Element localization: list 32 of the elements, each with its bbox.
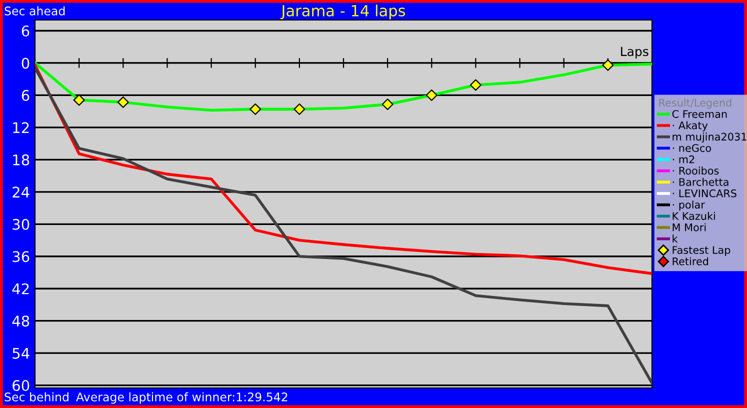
- y-tick-label: 6: [22, 25, 30, 36]
- y-tick-label: 42: [12, 283, 29, 294]
- y-tick-label: 48: [12, 316, 30, 327]
- y-tick-label: 36: [12, 251, 30, 262]
- legend-label: m mujina2031: [672, 132, 746, 143]
- chart-title: Jarama - 14 laps: [280, 4, 406, 20]
- legend-label: · Akaty: [672, 121, 708, 132]
- y-tick-label: 24: [12, 186, 30, 198]
- y-tick-label: 60: [12, 380, 30, 392]
- y-tick-label: 12: [13, 122, 29, 133]
- legend-label: · Rooibos: [672, 166, 719, 175]
- legend-label: Fastest Lap: [672, 246, 730, 256]
- legend-label: Retired: [672, 257, 708, 266]
- legend-label: M Mori: [672, 223, 706, 232]
- x-axis-title: Laps: [621, 46, 648, 59]
- y-tick-label: 6: [22, 90, 30, 101]
- text: Sec behind: [4, 392, 68, 402]
- legend-label: · Barchetta: [672, 178, 728, 186]
- y-tick-label: 0: [22, 58, 30, 69]
- y-tick-label: 54: [12, 348, 30, 359]
- legend-label: k: [672, 234, 678, 242]
- legend-label: · polar: [672, 200, 705, 211]
- legend-label: · m2: [672, 155, 694, 164]
- legend-label: K Kazuki: [672, 212, 715, 220]
- text: Average laptime of winner:1:29.542: [76, 392, 288, 404]
- y-tick-label: 30: [12, 218, 30, 230]
- text: Sec ahead: [4, 6, 65, 16]
- legend-label: · LEVINCARS: [672, 189, 736, 198]
- y-tick-label: 18: [13, 154, 30, 166]
- legend-label: C Freeman: [672, 110, 727, 118]
- legend-label: · neGco: [672, 144, 711, 152]
- legend-title: Result/Legend: [659, 98, 732, 109]
